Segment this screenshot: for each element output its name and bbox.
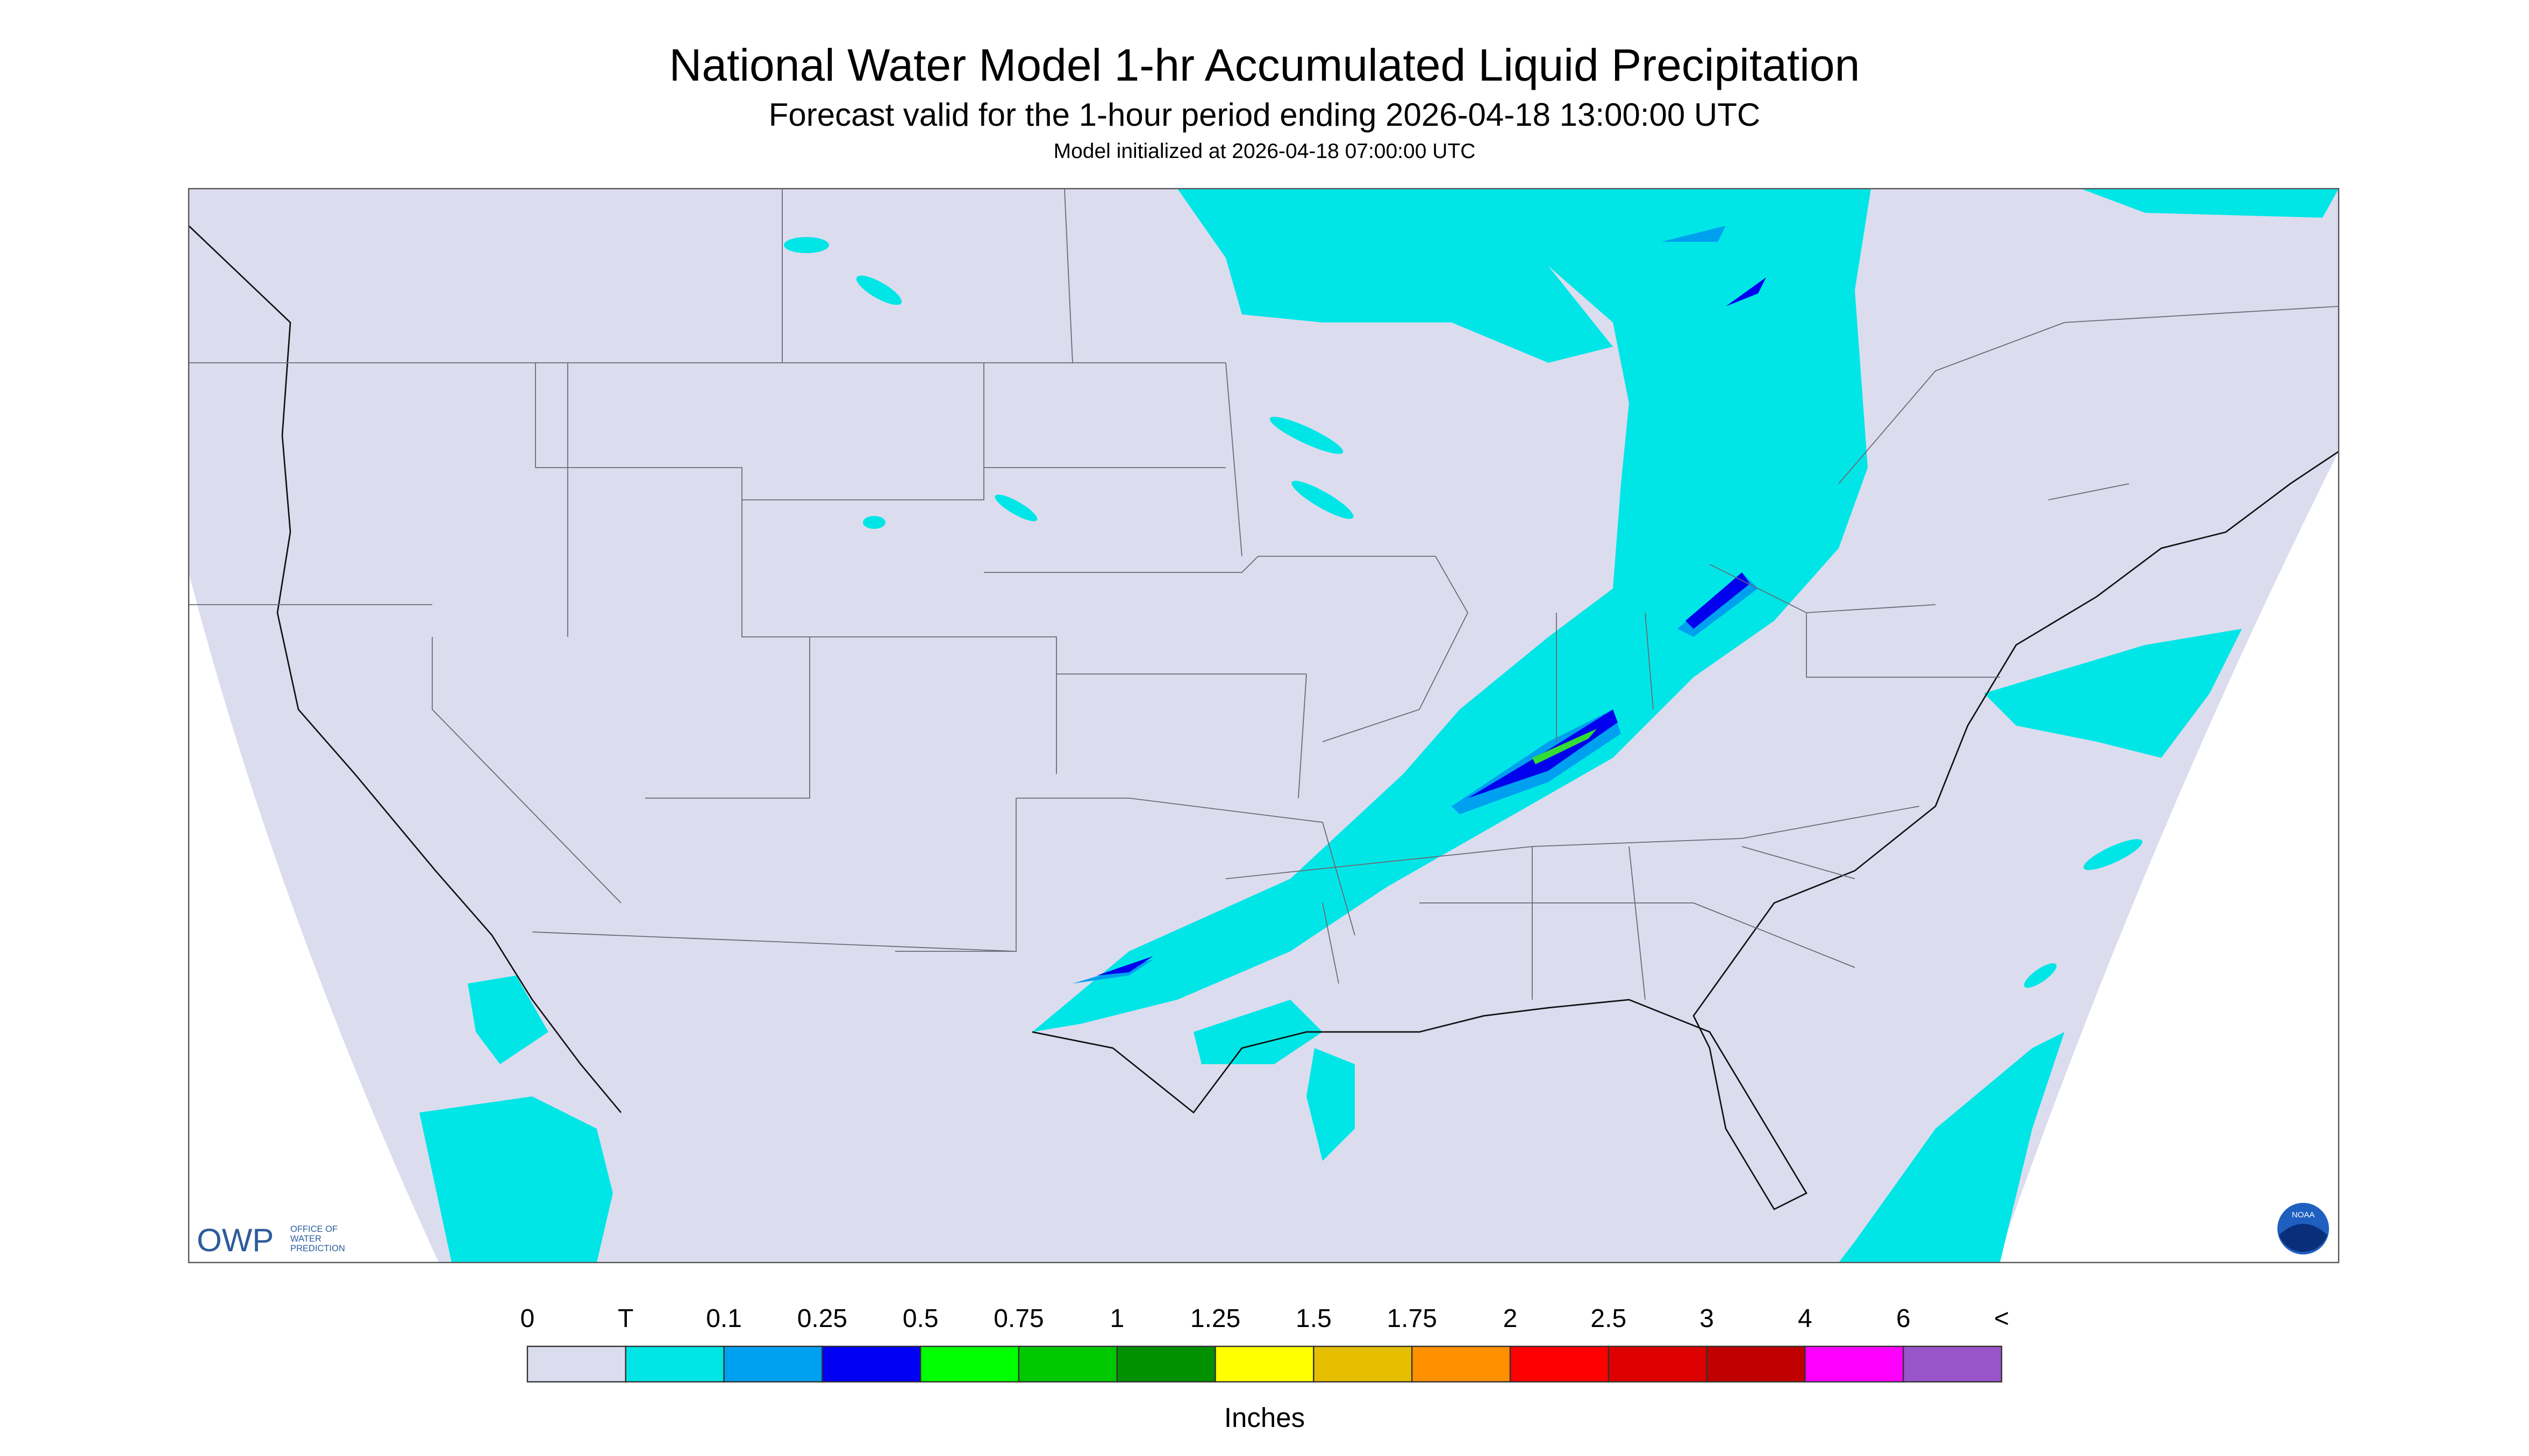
colorbar-label: 3 bbox=[1699, 1304, 1714, 1333]
precip-area bbox=[1685, 572, 1750, 629]
owp-logo-line: OFFICE OF bbox=[290, 1224, 338, 1234]
colorbar-label: 6 bbox=[1896, 1304, 1911, 1333]
colorbar-label: 1.5 bbox=[1296, 1304, 1332, 1333]
colorbar-swatch bbox=[1215, 1345, 1314, 1383]
colorbar-swatch bbox=[1902, 1345, 2003, 1383]
precip-area bbox=[1097, 956, 1153, 976]
colorbar-label: 0 bbox=[520, 1304, 535, 1333]
colorbar-swatch bbox=[1116, 1345, 1216, 1383]
colorbar-swatch bbox=[723, 1345, 823, 1383]
colorbar-swatch bbox=[1706, 1345, 1806, 1383]
noaa-logo-text: NOAA bbox=[2292, 1210, 2315, 1220]
precip-area bbox=[468, 976, 548, 1065]
colorbar-label: 4 bbox=[1798, 1304, 1812, 1333]
precip-area bbox=[2024, 963, 2057, 988]
colorbar-swatch bbox=[625, 1345, 725, 1383]
precip-area bbox=[419, 1096, 613, 1263]
precip-area bbox=[1532, 729, 1597, 765]
colorbar-label: 0.5 bbox=[903, 1304, 939, 1333]
colorbar-label: 0.25 bbox=[797, 1304, 847, 1333]
owp-logo: OWP bbox=[197, 1222, 274, 1258]
subtitle: Forecast valid for the 1-hour period end… bbox=[769, 97, 1760, 133]
colorbar-swatch bbox=[1804, 1345, 1904, 1383]
colorbar-swatch bbox=[920, 1345, 1020, 1383]
precip-area bbox=[2083, 839, 2142, 870]
colorbar-label: 2.5 bbox=[1590, 1304, 1626, 1333]
precip-area bbox=[1661, 226, 1726, 242]
precip-area bbox=[1839, 1032, 2064, 1263]
precip-area bbox=[1194, 1000, 1323, 1065]
colorbar-label: 1 bbox=[1110, 1304, 1124, 1333]
colorbar-label: 0.1 bbox=[706, 1304, 742, 1333]
precip-area bbox=[856, 275, 902, 305]
colorbar-units: Inches bbox=[1224, 1402, 1305, 1433]
owp-logo-line: PREDICTION bbox=[290, 1244, 345, 1253]
title: National Water Model 1-hr Accumulated Li… bbox=[669, 40, 1860, 90]
precip-area bbox=[1177, 189, 1613, 363]
precip-area bbox=[1291, 480, 1354, 519]
map-frame bbox=[188, 188, 2340, 1264]
colorbar-swatch bbox=[1411, 1345, 1511, 1383]
precip-area bbox=[1269, 417, 1344, 454]
precip-area bbox=[784, 237, 829, 254]
precip-area bbox=[1726, 277, 1766, 307]
precip-area bbox=[1306, 1048, 1355, 1161]
colorbar-label: < bbox=[1994, 1304, 2009, 1333]
precip-area bbox=[1032, 189, 1871, 1032]
noaa-logo-wave bbox=[2279, 1224, 2327, 1252]
owp-logo-line: WATER bbox=[290, 1234, 322, 1244]
colorbar-swatch bbox=[821, 1345, 921, 1383]
colorbar-label: 1.75 bbox=[1387, 1304, 1437, 1333]
precip-area bbox=[1984, 629, 2242, 758]
colorbar-swatch bbox=[1018, 1345, 1118, 1383]
colorbar-label: T bbox=[618, 1304, 633, 1333]
colorbar-swatch bbox=[1509, 1345, 1609, 1383]
colorbar-label: 2 bbox=[1503, 1304, 1518, 1333]
colorbar-swatch bbox=[526, 1345, 627, 1383]
precip-area bbox=[995, 494, 1038, 521]
init-time: Model initialized at 2026-04-18 07:00:00… bbox=[1054, 140, 1476, 163]
state-lines bbox=[189, 189, 2339, 1000]
colorbar-label: 1.25 bbox=[1190, 1304, 1240, 1333]
colorbar-label: 0.75 bbox=[994, 1304, 1044, 1333]
coastline bbox=[189, 225, 2339, 1210]
colorbar-swatch bbox=[1608, 1345, 1708, 1383]
colorbar-swatch bbox=[1313, 1345, 1413, 1383]
colorbar: 0 T 0.1 0.25 0.5 0.75 1 1.25 1.5 1.75 2 2.5 3 4 6 < bbox=[520, 1304, 2009, 1383]
precip-area bbox=[863, 516, 885, 529]
precip-area bbox=[2081, 189, 2339, 218]
